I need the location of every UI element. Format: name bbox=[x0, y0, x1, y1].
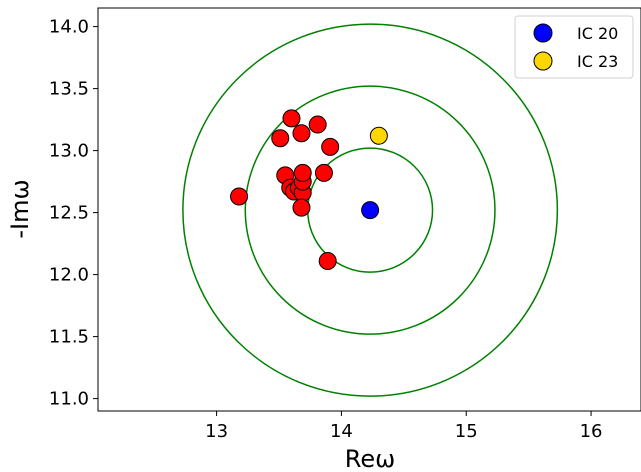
data-point-0-12 bbox=[293, 163, 312, 182]
x-tick-label: 16 bbox=[580, 421, 603, 442]
x-axis-label: Reω bbox=[345, 445, 395, 472]
legend-label-ic23: IC 23 bbox=[577, 52, 618, 71]
y-tick-label: 11.5 bbox=[49, 327, 89, 348]
data-point-0-13 bbox=[292, 198, 311, 217]
data-point-1-0 bbox=[361, 201, 380, 220]
data-point-0-15 bbox=[318, 251, 337, 270]
x-tick-label: 15 bbox=[455, 421, 478, 442]
data-point-0-14 bbox=[314, 163, 333, 182]
reference-circle-3 bbox=[182, 23, 559, 397]
legend-marker-ic20 bbox=[533, 23, 553, 43]
data-point-0-5 bbox=[321, 137, 340, 156]
data-point-0-2 bbox=[282, 109, 301, 128]
data-point-0-3 bbox=[292, 124, 311, 143]
data-points bbox=[230, 109, 388, 270]
plot-frame bbox=[97, 7, 641, 412]
y-axis-ticks: 11.0 11.5 12.0 12.5 13.0 13.5 14.0 bbox=[49, 17, 98, 410]
reference-circle-2 bbox=[244, 85, 496, 335]
reference-circles bbox=[182, 23, 559, 397]
y-tick-label: 12.0 bbox=[49, 265, 89, 286]
x-tick-label: 14 bbox=[330, 421, 353, 442]
legend-label-ic20: IC 20 bbox=[577, 24, 618, 43]
x-axis-ticks: 13 14 15 16 bbox=[205, 411, 603, 442]
data-point-0-0 bbox=[230, 187, 249, 206]
y-tick-label: 14.0 bbox=[49, 17, 89, 38]
legend-marker-ic23 bbox=[533, 51, 553, 71]
y-tick-label: 12.5 bbox=[49, 203, 89, 224]
data-point-0-1 bbox=[271, 129, 290, 148]
x-tick-label: 13 bbox=[205, 421, 228, 442]
y-tick-label: 13.0 bbox=[49, 141, 89, 162]
y-tick-label: 13.5 bbox=[49, 79, 89, 100]
data-point-2-0 bbox=[369, 126, 388, 145]
legend: IC 20 IC 23 bbox=[514, 15, 634, 79]
y-tick-label: 11.0 bbox=[49, 389, 89, 410]
y-axis-label: -Imω bbox=[6, 179, 34, 238]
data-point-0-4 bbox=[308, 115, 327, 134]
